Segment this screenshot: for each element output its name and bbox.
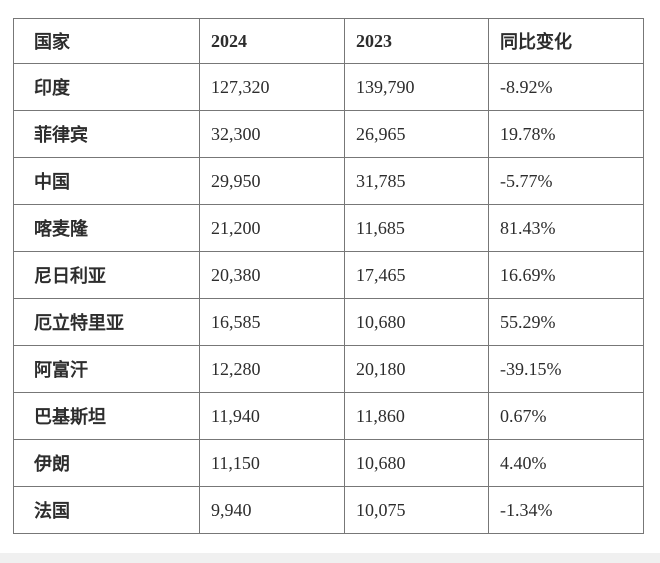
cell-y2024: 9,940	[199, 486, 345, 534]
cell-y2023: 20,180	[344, 345, 489, 393]
cell-country: 印度	[13, 63, 200, 111]
table-row: 巴基斯坦 11,940 11,860 0.67%	[13, 392, 644, 440]
cell-y2023: 11,685	[344, 204, 489, 252]
cell-country: 菲律宾	[13, 110, 200, 158]
cell-country: 厄立特里亚	[13, 298, 200, 346]
cell-y2023: 31,785	[344, 157, 489, 205]
cell-country: 中国	[13, 157, 200, 205]
table-row: 喀麦隆 21,200 11,685 81.43%	[13, 204, 644, 252]
cell-yoy: -1.34%	[488, 486, 644, 534]
table-row: 法国 9,940 10,075 -1.34%	[13, 486, 644, 534]
cell-country: 喀麦隆	[13, 204, 200, 252]
cell-y2024: 21,200	[199, 204, 345, 252]
cell-yoy: -8.92%	[488, 63, 644, 111]
cell-yoy: 0.67%	[488, 392, 644, 440]
cell-y2023: 139,790	[344, 63, 489, 111]
cell-yoy: 81.43%	[488, 204, 644, 252]
table-row: 阿富汗 12,280 20,180 -39.15%	[13, 345, 644, 393]
cell-y2023: 10,680	[344, 439, 489, 487]
cell-yoy: 4.40%	[488, 439, 644, 487]
table-body: 印度 127,320 139,790 -8.92% 菲律宾 32,300 26,965 19.…	[13, 63, 644, 534]
cell-y2024: 11,150	[199, 439, 345, 487]
cell-yoy: 16.69%	[488, 251, 644, 299]
table-row: 菲律宾 32,300 26,965 19.78%	[13, 110, 644, 158]
col-header-country: 国家	[13, 18, 200, 64]
table-row: 尼日利亚 20,380 17,465 16.69%	[13, 251, 644, 299]
col-header-yoy: 同比变化	[488, 18, 644, 64]
table-row: 中国 29,950 31,785 -5.77%	[13, 157, 644, 205]
cell-y2024: 20,380	[199, 251, 345, 299]
cell-y2024: 32,300	[199, 110, 345, 158]
cell-yoy: 55.29%	[488, 298, 644, 346]
table-row: 厄立特里亚 16,585 10,680 55.29%	[13, 298, 644, 346]
col-header-y2023: 2023	[344, 18, 489, 64]
cell-y2023: 10,075	[344, 486, 489, 534]
cell-y2023: 17,465	[344, 251, 489, 299]
footer-strip	[0, 553, 660, 563]
cell-y2023: 26,965	[344, 110, 489, 158]
header-row: 国家 2024 2023 同比变化	[13, 18, 644, 64]
cell-country: 阿富汗	[13, 345, 200, 393]
cell-yoy: -5.77%	[488, 157, 644, 205]
cell-y2024: 127,320	[199, 63, 345, 111]
cell-y2023: 11,860	[344, 392, 489, 440]
table-row: 伊朗 11,150 10,680 4.40%	[13, 439, 644, 487]
cell-y2024: 12,280	[199, 345, 345, 393]
cell-y2024: 29,950	[199, 157, 345, 205]
cell-yoy: -39.15%	[488, 345, 644, 393]
cell-yoy: 19.78%	[488, 110, 644, 158]
table-row: 印度 127,320 139,790 -8.92%	[13, 63, 644, 111]
cell-country: 伊朗	[13, 439, 200, 487]
cell-y2024: 16,585	[199, 298, 345, 346]
cell-y2024: 11,940	[199, 392, 345, 440]
col-header-y2024: 2024	[199, 18, 345, 64]
cell-country: 尼日利亚	[13, 251, 200, 299]
cell-country: 巴基斯坦	[13, 392, 200, 440]
cell-y2023: 10,680	[344, 298, 489, 346]
country-data-table: 国家 2024 2023 同比变化 印度 127,320 139,790 -8.92% 菲律宾…	[13, 18, 644, 534]
cell-country: 法国	[13, 486, 200, 534]
